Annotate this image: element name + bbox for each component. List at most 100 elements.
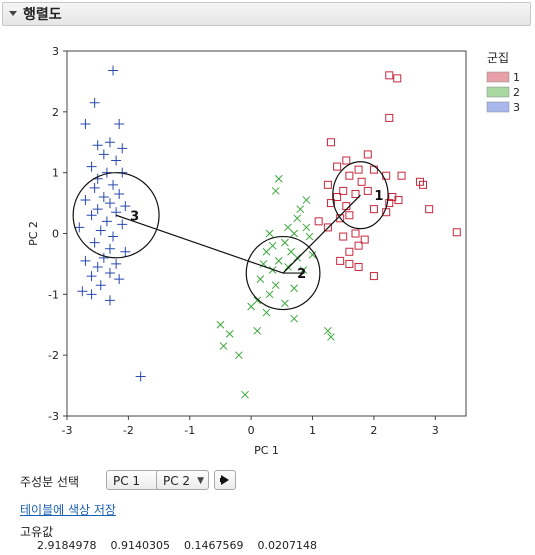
data-point-cluster-1	[351, 189, 360, 198]
legend-title: 군집	[487, 51, 509, 65]
data-point-cluster-2	[305, 232, 314, 241]
data-point-cluster-3	[86, 210, 97, 221]
data-point-cluster-1	[323, 223, 332, 232]
data-point-cluster-3	[104, 243, 115, 254]
x-tick-label: 3	[432, 424, 439, 437]
data-point-cluster-1	[452, 228, 461, 237]
y-pc-select-value: PC 2	[163, 474, 191, 488]
data-point-cluster-3	[92, 140, 103, 151]
data-point-cluster-2	[271, 187, 280, 195]
data-point-cluster-1	[385, 71, 394, 80]
data-point-cluster-2	[293, 253, 302, 262]
data-point-cluster-3	[80, 255, 91, 266]
data-point-cluster-2	[308, 250, 317, 259]
data-point-cluster-1	[339, 232, 348, 241]
data-point-cluster-2	[235, 351, 243, 360]
data-point-cluster-2	[299, 266, 308, 274]
data-point-cluster-2	[290, 314, 298, 323]
legend-label-2[interactable]: 2	[513, 86, 520, 99]
data-point-cluster-3	[108, 179, 119, 190]
data-point-cluster-1	[394, 196, 403, 205]
plot-area	[67, 51, 466, 416]
data-point-cluster-2	[247, 302, 256, 311]
data-point-cluster-1	[345, 247, 354, 256]
y-tick-label: 1	[52, 167, 59, 180]
save-colors-link[interactable]: 테이블에 색상 저장	[20, 503, 116, 517]
cluster-circle-3	[72, 172, 160, 259]
cluster-circle-2	[245, 235, 321, 311]
data-point-cluster-3	[104, 268, 115, 279]
cluster-center-label-3: 3	[130, 209, 139, 224]
data-point-cluster-1	[354, 165, 363, 174]
data-point-cluster-2	[302, 223, 311, 232]
outline-title: 행렬도	[23, 7, 62, 23]
outline-header[interactable]: 행렬도	[2, 2, 531, 26]
y-tick-label: 2	[52, 106, 59, 119]
data-point-cluster-3	[98, 192, 109, 202]
data-point-cluster-3	[80, 195, 91, 206]
data-point-cluster-2	[271, 281, 280, 290]
data-point-cluster-2	[262, 308, 271, 317]
data-point-cluster-2	[324, 326, 332, 335]
data-point-cluster-3	[117, 219, 128, 230]
data-point-cluster-3	[117, 143, 128, 154]
x-tick-label: 0	[248, 424, 255, 437]
data-point-cluster-3	[108, 231, 119, 242]
y-pc-select[interactable]: PC 2 ▼	[156, 470, 209, 490]
data-point-cluster-2	[253, 326, 262, 335]
data-point-cluster-3	[104, 198, 115, 209]
data-point-cluster-3	[98, 149, 109, 160]
data-point-cluster-3	[92, 261, 103, 272]
right-arrow-icon	[220, 475, 229, 485]
data-point-cluster-3	[92, 204, 103, 215]
legend-label-1[interactable]: 1	[513, 71, 520, 84]
disclosure-triangle-icon[interactable]	[6, 6, 20, 20]
data-point-cluster-1	[363, 186, 372, 195]
x-tick-label: 1	[309, 424, 316, 437]
data-point-cluster-3	[86, 289, 97, 300]
x-pc-select-value: PC 1	[113, 474, 141, 488]
y-tick-label: 0	[52, 228, 59, 241]
data-point-cluster-1	[326, 199, 335, 208]
data-point-cluster-3	[95, 225, 106, 236]
data-point-cluster-2	[219, 342, 228, 350]
data-point-cluster-3	[80, 119, 91, 129]
data-point-cluster-1	[385, 199, 394, 208]
data-point-cluster-1	[369, 205, 378, 214]
legend-swatch-3[interactable]	[486, 101, 510, 113]
eigenvalue: 2.9184978	[37, 539, 97, 552]
data-point-cluster-3	[114, 274, 125, 285]
data-point-cluster-3	[114, 119, 125, 129]
data-point-cluster-3	[111, 155, 122, 166]
legend-swatch-2[interactable]	[486, 86, 510, 98]
data-point-cluster-3	[89, 237, 100, 248]
data-point-cluster-3	[101, 216, 112, 227]
data-point-cluster-2	[287, 247, 295, 256]
legend-swatch-1[interactable]	[486, 71, 510, 83]
data-point-cluster-1	[345, 211, 354, 220]
eigenvalue: 0.0207148	[257, 539, 318, 552]
x-pc-select[interactable]: PC 1 ▼	[106, 470, 168, 490]
data-point-cluster-1	[326, 138, 335, 147]
y-tick-label: -2	[48, 349, 59, 362]
data-point-cluster-1	[354, 262, 363, 271]
data-point-cluster-2	[259, 260, 268, 268]
data-point-cluster-1	[357, 177, 366, 186]
data-point-cluster-3	[135, 371, 146, 382]
data-point-cluster-3	[114, 188, 125, 199]
x-axis-label: PC 1	[254, 444, 279, 457]
chevron-down-icon: ▼	[197, 476, 204, 486]
data-point-cluster-3	[77, 286, 88, 297]
data-point-cluster-2	[284, 263, 292, 271]
y-tick-label: 3	[52, 45, 59, 58]
data-point-cluster-1	[342, 156, 351, 165]
data-point-cluster-1	[425, 205, 434, 214]
data-point-cluster-3	[120, 246, 131, 257]
apply-pc-button[interactable]	[214, 470, 236, 490]
x-tick-label: -3	[62, 424, 73, 437]
legend-label-3[interactable]: 3	[513, 101, 520, 114]
data-point-cluster-3	[104, 295, 115, 306]
data-point-cluster-1	[363, 150, 372, 159]
data-point-cluster-3	[104, 137, 115, 148]
eigenvalue: 0.1467569	[184, 539, 244, 552]
